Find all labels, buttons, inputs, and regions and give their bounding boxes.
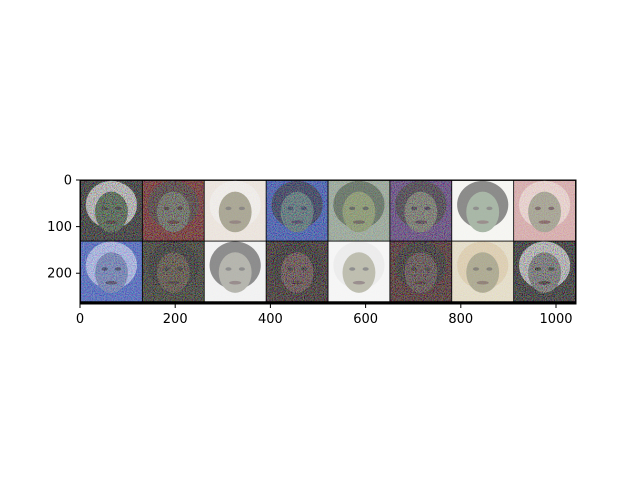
tile-noise	[390, 180, 452, 241]
x-tick-label: 1000	[539, 312, 572, 327]
tile-noise	[514, 180, 576, 241]
tile-noise	[328, 241, 390, 302]
axes: 0 200 400 600 800 1000 0 100 200	[47, 174, 577, 327]
face-tile	[266, 180, 328, 241]
tile-noise	[142, 241, 204, 302]
tile-noise	[452, 180, 514, 241]
y-tick-label: 100	[47, 220, 72, 235]
face-tile	[514, 180, 576, 241]
tile-noise	[204, 241, 266, 302]
face-tile	[328, 241, 390, 302]
tile-noise	[142, 180, 204, 241]
x-tick-label: 200	[163, 312, 188, 327]
axes-frame	[79, 179, 577, 305]
x-tick-label: 400	[258, 312, 283, 327]
face-tile	[80, 180, 142, 241]
tile-noise	[266, 241, 328, 302]
face-tile	[204, 180, 266, 241]
tile-noise	[328, 180, 390, 241]
tile-noise	[266, 180, 328, 241]
face-tile	[266, 241, 328, 302]
face-tile	[142, 241, 204, 302]
face-tile	[80, 241, 142, 302]
tile-noise	[80, 180, 142, 241]
tile-noise	[204, 180, 266, 241]
tile-noise	[390, 241, 452, 302]
x-tick-label: 800	[448, 312, 473, 327]
x-tick-label: 600	[353, 312, 378, 327]
x-tick-label: 0	[76, 312, 84, 327]
face-tile	[452, 180, 514, 241]
face-tile	[142, 180, 204, 241]
y-tick-label: 0	[64, 174, 72, 189]
face-tile	[328, 180, 390, 241]
tile-noise	[452, 241, 514, 302]
face-tile	[204, 241, 266, 302]
tile-noise	[514, 241, 576, 302]
face-tile	[514, 241, 576, 302]
face-tile	[390, 241, 452, 302]
image-grid	[80, 180, 576, 304]
y-tick-label: 200	[47, 267, 72, 282]
face-tile	[452, 241, 514, 302]
face-tile	[390, 180, 452, 241]
tile-noise	[80, 241, 142, 302]
